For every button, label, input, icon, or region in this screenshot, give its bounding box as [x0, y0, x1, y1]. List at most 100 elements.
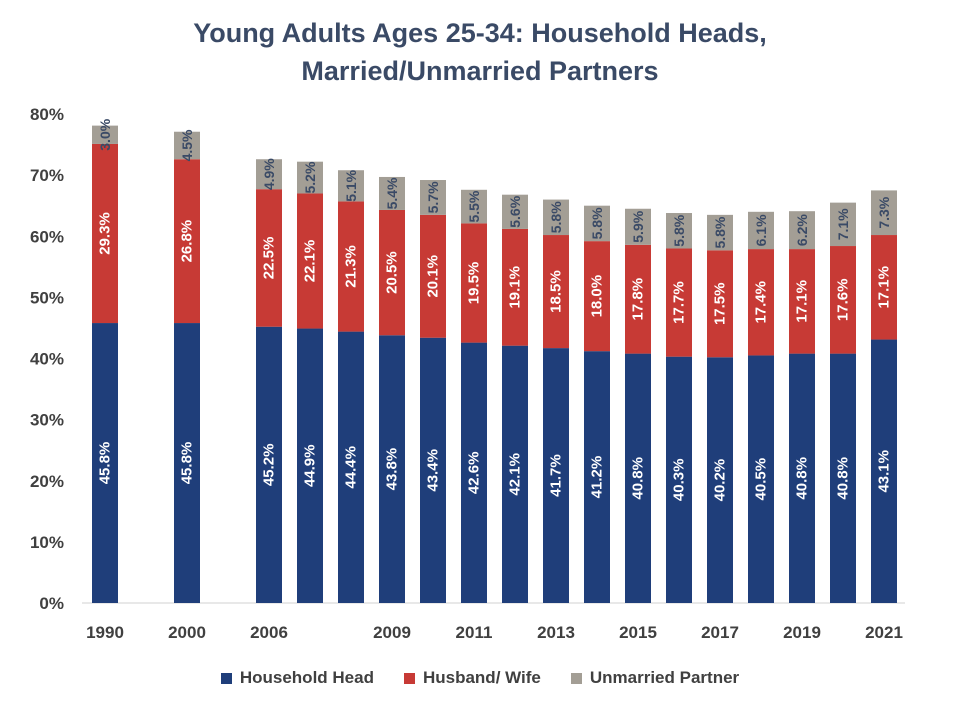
- data-label: 41.2%: [589, 456, 606, 499]
- bar-segment-husband-wife: [92, 143, 118, 324]
- y-tick-label: 60%: [30, 227, 64, 246]
- bar-segment-husband-wife: [461, 223, 487, 343]
- bar-segment-household-head: [461, 342, 487, 603]
- data-label: 5.1%: [343, 169, 359, 201]
- bar-segment-husband-wife: [707, 250, 733, 358]
- bar-segment-household-head: [666, 356, 692, 603]
- legend-label-husband-wife: Husband/ Wife: [422, 668, 541, 687]
- data-label: 40.8%: [630, 457, 647, 500]
- data-label: 5.4%: [384, 177, 400, 209]
- bar-segment-household-head: [625, 353, 651, 603]
- bar-segment-unmarried-partner: [256, 159, 282, 190]
- data-label: 5.8%: [712, 216, 728, 248]
- data-label: 5.6%: [507, 195, 523, 227]
- data-label: 17.6%: [835, 279, 852, 322]
- bar-segment-husband-wife: [543, 235, 569, 349]
- chart-title-line-2: Married/Unmarried Partners: [301, 56, 659, 86]
- bar-segment-unmarried-partner: [707, 214, 733, 251]
- y-tick-label: 30%: [30, 411, 64, 430]
- bar-segment-household-head: [707, 357, 733, 603]
- data-label: 6.2%: [794, 214, 810, 246]
- data-label: 44.9%: [302, 445, 319, 488]
- bar-segment-household-head: [420, 337, 446, 603]
- legend-swatch-unmarried-partner: [570, 672, 582, 684]
- bar-segment-husband-wife: [338, 201, 364, 332]
- x-tick-label: 2000: [168, 623, 206, 642]
- bar-segment-household-head: [379, 335, 405, 603]
- y-tick-label: 40%: [30, 350, 64, 369]
- legend-item-household-head: Household Head: [220, 668, 374, 688]
- bar-segment-unmarried-partner: [625, 208, 651, 245]
- bar-segment-unmarried-partner: [584, 205, 610, 242]
- y-tick-label: 10%: [30, 533, 64, 552]
- bar-segment-unmarried-partner: [174, 131, 200, 160]
- bar-segment-household-head: [584, 351, 610, 603]
- x-tick-label: 2019: [783, 623, 821, 642]
- data-label: 40.5%: [753, 458, 770, 501]
- bar-segment-unmarried-partner: [789, 211, 815, 250]
- legend-swatch-husband-wife: [403, 672, 415, 684]
- data-label: 4.9%: [261, 158, 277, 190]
- data-label: 40.3%: [671, 459, 688, 502]
- bar-segment-household-head: [338, 331, 364, 603]
- bar-segment-unmarried-partner: [871, 190, 897, 236]
- bar-segment-household-head: [256, 326, 282, 603]
- data-label: 17.1%: [876, 266, 893, 309]
- bar-segment-husband-wife: [748, 249, 774, 356]
- data-label: 18.5%: [548, 270, 565, 313]
- bar-segment-household-head: [297, 328, 323, 603]
- data-label: 3.0%: [97, 118, 113, 150]
- bar-segment-household-head: [174, 323, 200, 603]
- bar-segment-husband-wife: [625, 244, 651, 354]
- data-label: 18.0%: [589, 275, 606, 318]
- data-label: 43.1%: [876, 450, 893, 493]
- data-label: 29.3%: [97, 212, 114, 255]
- legend-item-unmarried-partner: Unmarried Partner: [570, 668, 739, 688]
- data-label: 5.8%: [548, 201, 564, 233]
- data-label: 40.8%: [794, 457, 811, 500]
- bar-segment-household-head: [830, 353, 856, 603]
- data-label: 22.5%: [261, 237, 278, 280]
- bar-segment-unmarried-partner: [830, 202, 856, 247]
- data-label: 5.9%: [630, 210, 646, 242]
- bar-segment-household-head: [871, 339, 897, 603]
- bar-segment-unmarried-partner: [379, 176, 405, 210]
- data-label: 5.8%: [589, 207, 605, 239]
- data-label: 43.8%: [384, 448, 401, 491]
- bar-segment-unmarried-partner: [748, 211, 774, 250]
- bar-segment-husband-wife: [174, 159, 200, 324]
- legend-item-husband-wife: Husband/ Wife: [403, 668, 541, 688]
- data-label: 20.1%: [425, 255, 442, 298]
- y-tick-label: 70%: [30, 166, 64, 185]
- data-label: 17.7%: [671, 281, 688, 324]
- data-label: 5.7%: [425, 181, 441, 213]
- bar-segment-husband-wife: [256, 189, 282, 327]
- data-label: 44.4%: [343, 446, 360, 489]
- data-label: 6.1%: [753, 214, 769, 246]
- legend-swatch-household-head: [220, 672, 232, 684]
- y-tick-label: 80%: [30, 105, 64, 124]
- y-tick-label: 50%: [30, 288, 64, 307]
- data-label: 4.5%: [179, 129, 195, 161]
- data-label: 22.1%: [302, 240, 319, 283]
- bar-segment-household-head: [502, 345, 528, 603]
- data-label: 5.2%: [302, 161, 318, 193]
- bar-segment-husband-wife: [502, 228, 528, 346]
- bar-segment-husband-wife: [297, 193, 323, 329]
- bar-segment-unmarried-partner: [338, 170, 364, 202]
- bar-segment-husband-wife: [871, 235, 897, 340]
- data-label: 21.3%: [343, 245, 360, 288]
- bar-segment-husband-wife: [666, 248, 692, 357]
- data-label: 17.4%: [753, 281, 770, 324]
- data-label: 7.1%: [835, 208, 851, 240]
- data-label: 19.5%: [466, 262, 483, 305]
- bar-segment-unmarried-partner: [92, 125, 118, 144]
- x-tick-label: 2011: [456, 623, 493, 642]
- bar-segment-unmarried-partner: [420, 180, 446, 215]
- data-label: 19.1%: [507, 266, 524, 309]
- bar-segment-husband-wife: [379, 209, 405, 336]
- y-tick-label: 20%: [30, 472, 64, 491]
- x-tick-label: 2006: [250, 623, 288, 642]
- x-tick-label: 2013: [537, 623, 575, 642]
- x-tick-label: 2021: [865, 623, 903, 642]
